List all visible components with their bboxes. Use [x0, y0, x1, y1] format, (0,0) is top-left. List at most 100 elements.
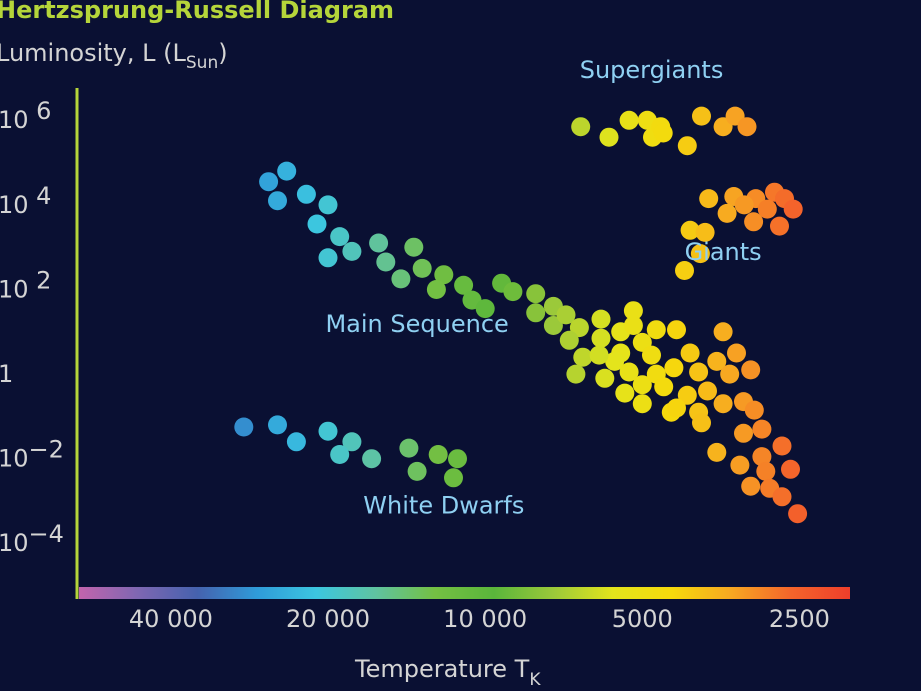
main-sequence-star-point [727, 343, 746, 363]
main-sequence-star-point [707, 442, 727, 462]
main-sequence-star-point [318, 248, 338, 268]
main-sequence-star-point [632, 375, 652, 395]
main-sequence-star-point [689, 362, 709, 382]
white-dwarfs-star-point [362, 449, 382, 469]
giants-label: Giants [685, 238, 762, 266]
temperature-colorbar [79, 587, 850, 599]
main-sequence-star-point [573, 347, 593, 367]
main-sequence-star-point [623, 316, 643, 335]
giants-star-point [757, 199, 777, 219]
y-tick-labels: 10 6 10 4 10 2 1 10−2 10−4 [0, 97, 64, 557]
main-sequence-star-point [707, 351, 727, 371]
supergiants-star-point [571, 117, 591, 137]
main-sequence-star-point [744, 400, 764, 420]
white-dwarfs-star-point [330, 445, 350, 464]
main-sequence-star-point [692, 413, 711, 433]
main-sequence-star-point [752, 447, 772, 467]
main-sequence-star-point [720, 364, 740, 384]
main-sequence-star-point [591, 328, 611, 348]
main-sequence-star-point [677, 385, 697, 405]
giants-star-point [783, 199, 803, 219]
main-sequence-star-point [595, 368, 615, 388]
main-sequence-star-point [654, 377, 674, 397]
main-sequence-star-point [559, 330, 579, 350]
main-sequence-star-point [296, 184, 316, 204]
giants-star-point [675, 261, 694, 280]
x-tick-label: 10 000 [443, 605, 527, 633]
main-sequence-star-point [259, 172, 279, 192]
supergiants-star-point [599, 127, 619, 147]
main-sequence-label: Main Sequence [325, 310, 508, 338]
main-sequence-star-point [566, 364, 586, 384]
y-tick-label: 10−4 [0, 520, 64, 557]
white-dwarfs-star-point [342, 432, 362, 452]
white-dwarfs-star-point [318, 421, 338, 441]
main-sequence-star-point [752, 419, 772, 439]
y-tick-label: 10 4 [0, 182, 51, 219]
y-tick-label: 10 2 [0, 266, 51, 303]
white-dwarfs-star-point [448, 449, 467, 469]
main-sequence-star-point [772, 487, 792, 507]
main-sequence-star-point [664, 358, 684, 378]
white-dwarfs-star-point [286, 432, 306, 452]
main-sequence-star-point [781, 459, 800, 479]
main-sequence-star-point [543, 316, 563, 335]
main-sequence-star-point [646, 320, 666, 340]
white-dwarfs-star-point [399, 438, 419, 458]
supergiants-star-point [619, 110, 639, 130]
main-sequence-star-point [426, 280, 446, 299]
main-sequence-star-point [412, 258, 432, 278]
main-sequence-star-point [619, 362, 639, 382]
main-sequence-star-point [369, 233, 389, 253]
main-sequence-star-point [330, 227, 350, 247]
white-dwarfs-star-point [428, 445, 448, 464]
main-sequence-star-point [642, 345, 661, 365]
x-tick-label: 5000 [612, 605, 673, 633]
main-sequence-star-point [734, 423, 753, 443]
supergiants-star-point [692, 106, 711, 126]
giants-star-point [680, 220, 700, 240]
main-sequence-star-point [756, 461, 776, 481]
main-sequence-star-point [615, 383, 635, 403]
main-sequence-star-point [667, 320, 686, 340]
main-sequence-star-point [772, 436, 792, 456]
main-sequence-star-point [454, 275, 474, 295]
main-sequence-star-point [713, 394, 733, 414]
giants-star-point [695, 222, 715, 242]
x-axis-label: Temperature TK [354, 655, 541, 690]
supergiants-star-point [653, 123, 673, 143]
main-sequence-star-point [307, 214, 327, 234]
main-sequence-star-point [556, 305, 576, 325]
main-sequence-star-point [277, 161, 297, 181]
main-sequence-star-point [788, 504, 808, 524]
main-sequence-star-point [376, 252, 396, 272]
main-sequence-star-point [526, 303, 546, 323]
main-sequence-star-point [623, 301, 643, 321]
main-sequence-star-point [475, 299, 495, 319]
main-sequence-star-point [713, 322, 733, 342]
main-sequence-star-point [318, 195, 338, 215]
main-sequence-star-point [680, 343, 700, 363]
white-dwarfs-star-point [407, 461, 427, 481]
main-sequence-star-point [526, 284, 546, 304]
x-tick-label: 40 000 [129, 605, 213, 633]
main-sequence-star-point [589, 345, 609, 365]
main-sequence-star-point [632, 394, 652, 414]
y-tick-label: 1 [0, 360, 13, 388]
x-tick-label: 2500 [769, 605, 830, 633]
giants-star-point [744, 212, 764, 232]
main-sequence-star-point [391, 269, 411, 289]
main-sequence-star-point [503, 282, 523, 302]
x-tick-labels: 40 000 20 000 10 000 5000 2500 [129, 605, 830, 633]
white-dwarfs-star-point [268, 415, 287, 435]
x-tick-label: 20 000 [286, 605, 370, 633]
main-sequence-star-point [434, 265, 454, 285]
supergiants-star-point [737, 117, 757, 137]
main-sequence-star-point [698, 381, 717, 401]
y-tick-label: 10−2 [0, 436, 64, 473]
giants-star-point [770, 216, 789, 236]
giants-star-point [699, 189, 719, 209]
main-sequence-star-point [591, 309, 611, 329]
region-labels: Supergiants Giants Main Sequence White Dwar… [325, 56, 761, 520]
